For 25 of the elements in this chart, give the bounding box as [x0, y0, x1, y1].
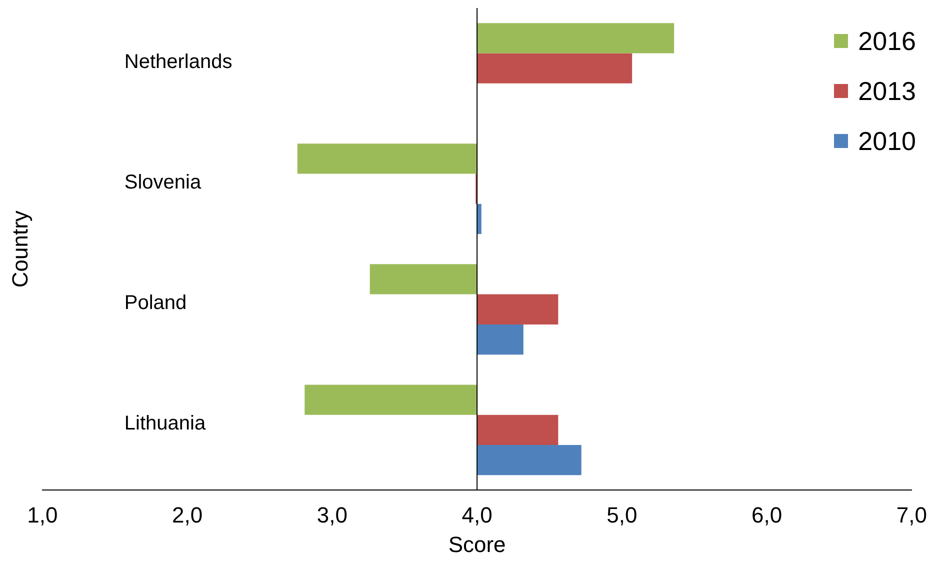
legend-label: 2010: [858, 126, 916, 156]
x-tick-label: 7,0: [896, 502, 928, 528]
y-tick-label: Slovenia: [124, 171, 202, 194]
y-tick-label: Netherlands: [124, 50, 232, 73]
x-tick-label: 2,0: [172, 502, 203, 528]
bar: [477, 444, 582, 476]
x-tick-label: 3,0: [316, 502, 348, 528]
x-tick-label: 6,0: [752, 502, 782, 528]
bar: [477, 324, 524, 355]
bar: [477, 23, 674, 54]
legend-label: 2016: [858, 26, 916, 56]
bar: [297, 144, 478, 174]
legend-label: 2013: [858, 76, 916, 106]
y-tick-label: Poland: [124, 292, 187, 314]
bar: [304, 384, 478, 415]
bar: [370, 264, 478, 294]
bar: [477, 294, 558, 324]
x-axis-title: Score: [448, 532, 506, 557]
y-axis-title: Country: [7, 210, 32, 288]
bar: [477, 53, 632, 84]
y-tick-label: Lithuania: [124, 412, 206, 434]
x-tick-label: 1,0: [27, 502, 58, 528]
x-tick-label: 5,0: [606, 502, 638, 528]
x-tick-label: 4,0: [462, 502, 492, 528]
bar: [477, 414, 558, 445]
